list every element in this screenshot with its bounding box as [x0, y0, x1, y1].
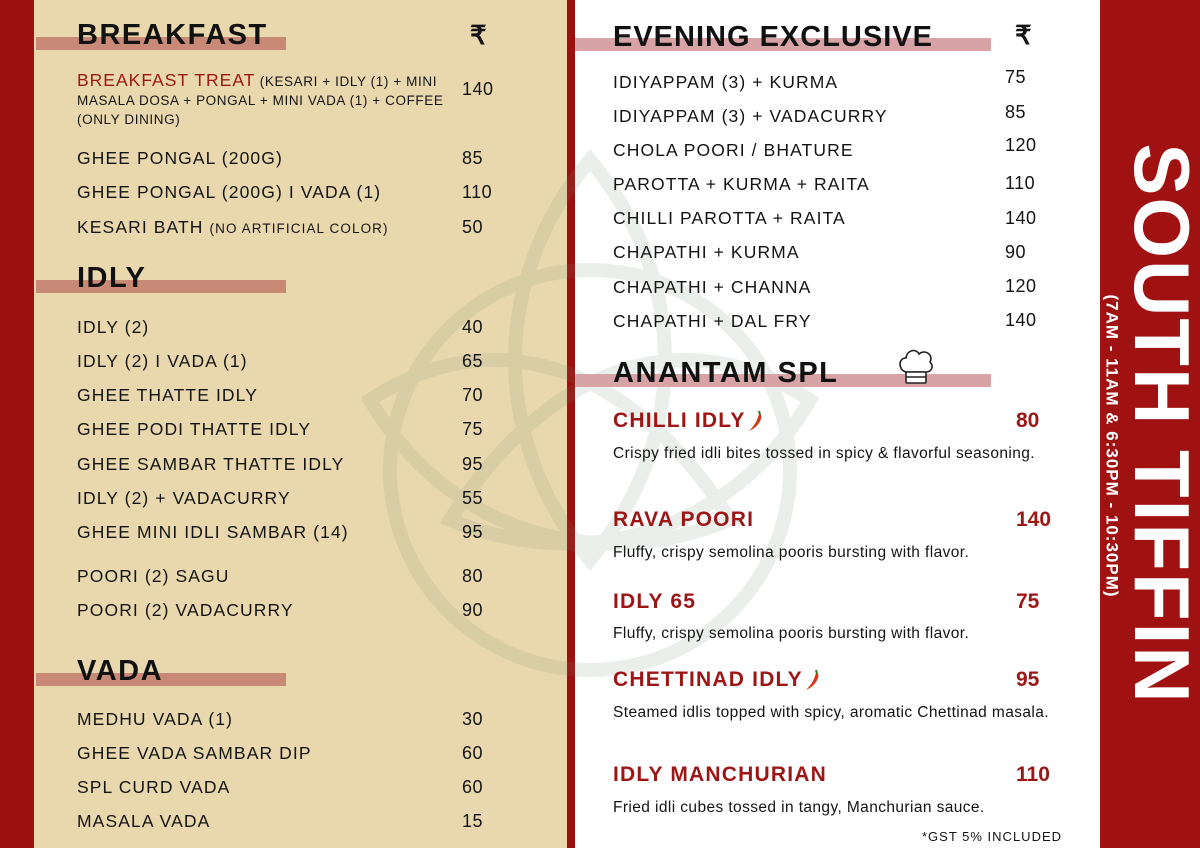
menu-item-name: CHAPATHI + DAL FRY — [613, 311, 812, 331]
menu-item-name: KESARI BATH (NO ARTIFICIAL COLOR) — [77, 217, 389, 238]
special-heading: ANANTAM SPL — [613, 357, 839, 389]
menu-item-name: GHEE PODI THATTE IDLY — [77, 419, 312, 439]
menu-item-price: 50 — [462, 217, 484, 237]
menu-item-price: 95 — [462, 454, 484, 474]
special-item-price: 80 — [1016, 409, 1040, 432]
menu-item-price: 85 — [462, 148, 484, 168]
menu-item-name: GHEE PONGAL (200G) — [77, 148, 283, 168]
restaurant-title: SOUTH TIFFIN — [1118, 143, 1200, 705]
menu-item-price: 30 — [462, 709, 484, 729]
opening-hours: (7AM - 11AM & 6:30PM - 10:30PM) — [1102, 294, 1122, 598]
breakfast-heading-bar — [36, 37, 286, 50]
special-item-name: CHILLI IDLY — [613, 409, 746, 432]
menu-item-price: 40 — [462, 317, 484, 337]
right-panel — [575, 0, 1100, 848]
menu-item-name: GHEE VADA SAMBAR DIP — [77, 743, 312, 763]
menu-item-price: 110 — [1005, 173, 1036, 193]
vada-heading: VADA — [77, 655, 164, 687]
left-panel — [34, 0, 567, 848]
breakfast-heading: BREAKFAST — [77, 19, 268, 51]
menu-item-name: IDLY (2) I VADA (1) — [77, 351, 248, 371]
special-item-price: 110 — [1016, 763, 1050, 786]
menu-item-name: IDIYAPPAM (3) + KURMA — [613, 72, 839, 92]
special-item-name: IDLY MANCHURIAN — [613, 763, 827, 787]
menu-item-name: POORI (2) SAGU — [77, 566, 230, 586]
menu-item-price: 120 — [1005, 135, 1037, 155]
menu-item-name: GHEE PONGAL (200G) I VADA (1) — [77, 182, 382, 202]
menu-item-name: SPL CURD VADA — [77, 777, 231, 797]
menu-item-name: MASALA VADA — [77, 811, 211, 831]
special-item-description: Fluffy, crispy semolina pooris bursting … — [613, 625, 970, 642]
chef-hat-icon — [899, 349, 933, 384]
menu-item-note: (NO ARTIFICIAL COLOR) — [209, 221, 389, 236]
idly-heading-bar — [36, 280, 286, 293]
evening-heading: EVENING EXCLUSIVE — [613, 21, 933, 53]
menu-item-price: 110 — [462, 182, 493, 202]
menu-item-price: 140 — [1005, 208, 1037, 228]
rupee-icon: ₹ — [1015, 20, 1032, 50]
menu-item-price: 15 — [462, 811, 484, 831]
menu-item-price: 80 — [462, 566, 484, 586]
breakfast-treat-name: BREAKFAST TREAT — [77, 70, 256, 90]
special-item-name: IDLY 65 — [613, 590, 697, 613]
menu-item-name: GHEE THATTE IDLY — [77, 385, 258, 405]
menu-item-name: POORI (2) VADACURRY — [77, 600, 294, 620]
breakfast-treat-detail: (KESARI + IDLY (1) + MINI MASALA DOSA + … — [77, 74, 444, 127]
menu-item-name: CHOLA POORI / BHATURE — [613, 140, 854, 160]
evening-heading-bar — [575, 38, 991, 51]
special-item-name: IDLY MANCHURIAN — [613, 763, 828, 786]
chili-pepper-icon — [805, 670, 819, 691]
menu-item-price: 75 — [1005, 67, 1027, 87]
special-item-description: Crispy fried idli bites tossed in spicy … — [613, 445, 1035, 462]
menu-item-price: 60 — [462, 743, 484, 763]
vada-heading-bar — [36, 673, 286, 686]
breakfast-treat-price: 140 — [462, 79, 494, 99]
center-divider — [567, 0, 575, 848]
breakfast-treat-item: BREAKFAST TREAT (KESARI + IDLY (1) + MIN… — [77, 71, 457, 129]
menu-item-name: CHAPATHI + KURMA — [613, 242, 800, 262]
menu-item-name: PAROTTA + KURMA + RAITA — [613, 174, 870, 194]
special-item-name: CHETTINAD IDLY — [613, 668, 821, 692]
title-band — [1100, 0, 1200, 848]
chili-pepper-icon — [748, 411, 762, 432]
menu-item-name: IDLY (2) — [77, 317, 150, 337]
special-item-name: CHILLI IDLY — [613, 409, 764, 433]
special-item-name: RAVA POORI — [613, 508, 755, 531]
gst-note: *GST 5% INCLUDED — [922, 829, 1063, 844]
menu-item-price: 75 — [462, 419, 484, 439]
special-item-price: 75 — [1016, 590, 1040, 613]
special-item-description: Fluffy, crispy semolina pooris bursting … — [613, 544, 970, 561]
left-border — [0, 0, 34, 848]
menu-item-name: CHAPATHI + CHANNA — [613, 277, 812, 297]
menu-item-name: IDIYAPPAM (3) + VADACURRY — [613, 106, 888, 126]
idly-heading: IDLY — [77, 262, 147, 294]
menu-item-price: 85 — [1005, 102, 1027, 122]
menu-item-price: 70 — [462, 385, 484, 405]
menu-item-name: KESARI BATH — [77, 217, 204, 237]
special-item-name: RAVA POORI — [613, 508, 754, 532]
special-item-name: IDLY 65 — [613, 590, 696, 614]
rupee-icon: ₹ — [470, 20, 487, 50]
menu-item-price: 55 — [462, 488, 484, 508]
menu-item-name: CHILLI PAROTTA + RAITA — [613, 208, 846, 228]
special-heading-bar — [575, 374, 991, 387]
menu-item-name: MEDHU VADA (1) — [77, 709, 234, 729]
menu-item-name: GHEE MINI IDLI SAMBAR (14) — [77, 522, 349, 542]
special-item-price: 95 — [1016, 668, 1040, 691]
special-item-description: Fried idli cubes tossed in tangy, Manchu… — [613, 799, 985, 816]
special-item-name: CHETTINAD IDLY — [613, 668, 803, 691]
menu-item-price: 140 — [1005, 310, 1037, 330]
menu-item-price: 95 — [462, 522, 484, 542]
lotus-watermark-icon — [360, 149, 820, 677]
menu-item-price: 60 — [462, 777, 484, 797]
menu-item-price: 90 — [462, 600, 484, 620]
menu-item-price: 120 — [1005, 276, 1037, 296]
special-item-description: Steamed idlis topped with spicy, aromati… — [613, 704, 1049, 721]
menu-item-name: IDLY (2) + VADACURRY — [77, 488, 291, 508]
menu-item-name: GHEE SAMBAR THATTE IDLY — [77, 454, 345, 474]
menu-item-price: 65 — [462, 351, 484, 371]
special-item-price: 140 — [1016, 508, 1052, 531]
menu-item-price: 90 — [1005, 242, 1027, 262]
